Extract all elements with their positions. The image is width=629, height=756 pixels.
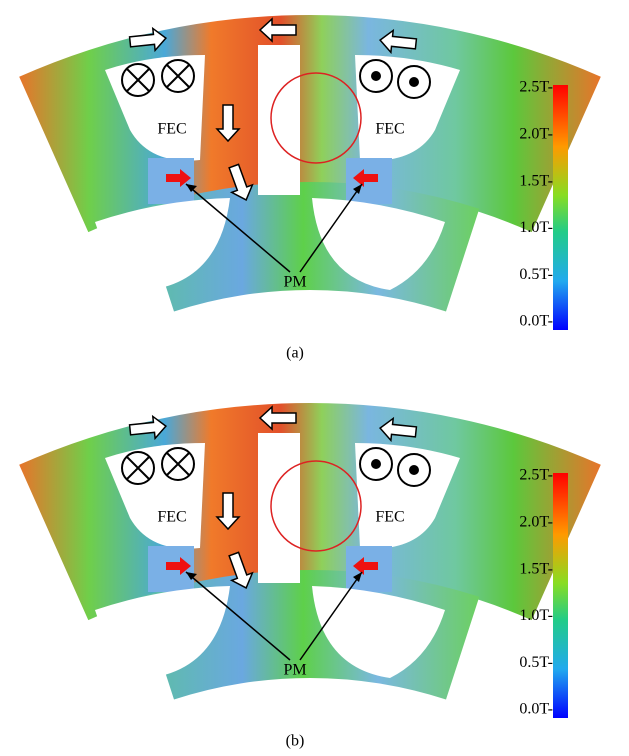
colorbar-tick-label: 1.5T- [519, 560, 553, 577]
colorbar-tick-label: 1.0T- [519, 219, 553, 236]
fec-label: FEC [157, 509, 186, 526]
colorbar-tick-label: 2.0T- [519, 125, 553, 142]
colorbar-tick-label: 0.5T- [519, 266, 553, 283]
colorbar-tick-label: 2.5T- [519, 79, 553, 96]
colorbar [553, 85, 568, 330]
coil-dot [409, 465, 419, 475]
colorbar-tick-label: 0.0T- [519, 313, 553, 330]
coil-dot [371, 71, 381, 81]
fec-label: FEC [375, 121, 404, 138]
colorbar [553, 473, 568, 718]
slot [258, 433, 300, 583]
caption: (b) [286, 733, 305, 750]
slot [258, 45, 300, 195]
coil-dot [371, 459, 381, 469]
colorbar-tick-label: 0.5T- [519, 654, 553, 671]
colorbar-tick-label: 1.0T- [519, 607, 553, 624]
fec-label: FEC [375, 509, 404, 526]
fec-label: FEC [157, 121, 186, 138]
colorbar-tick-label: 1.5T- [519, 172, 553, 189]
coil-dot [409, 77, 419, 87]
flux-panel: FEC FEC PM (a) 2.5T- 2.0T- 1.5T- 1.0T- 0.5T- 0.0T… [19, 15, 601, 362]
pm-label: PM [283, 662, 306, 679]
colorbar-tick-label: 2.0T- [519, 513, 553, 530]
figure: FEC FEC PM (a) 2.5T- 2.0T- 1.5T- 1.0T- 0.5T- 0.0T… [0, 0, 629, 756]
colorbar-tick-label: 2.5T- [519, 467, 553, 484]
flux-panel: FEC FEC PM (b) 2.5T- 2.0T- 1.5T- 1.0T- 0.5T- 0.0T… [19, 403, 601, 750]
caption: (a) [286, 345, 304, 362]
colorbar-tick-label: 0.0T- [519, 701, 553, 718]
pm-label: PM [283, 274, 306, 291]
